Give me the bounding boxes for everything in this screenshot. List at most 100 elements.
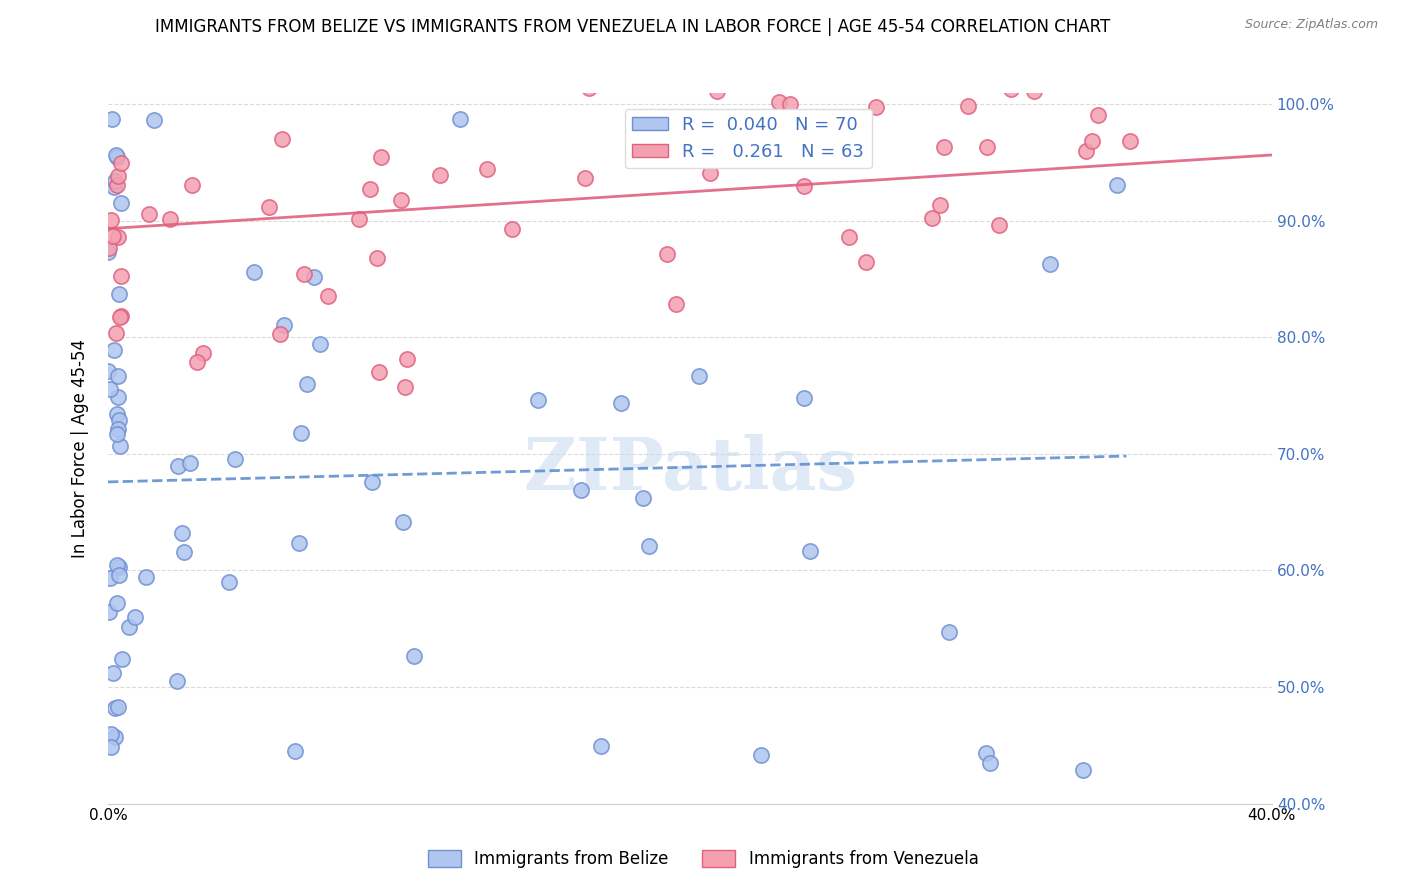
Immigrants from Belize: [100, 740, 122, 755]
Immigrants from Venezuela: [501, 221, 523, 235]
Immigrants from Venezuela: [110, 156, 132, 170]
Immigrants from Venezuela: [699, 166, 721, 180]
Immigrants from Belize: [284, 744, 307, 758]
Immigrants from Venezuela: [108, 310, 131, 324]
Y-axis label: In Labor Force | Age 45-54: In Labor Force | Age 45-54: [72, 339, 89, 558]
Immigrants from Belize: [404, 648, 426, 663]
Text: Source: ZipAtlas.com: Source: ZipAtlas.com: [1244, 18, 1378, 31]
Immigrants from Belize: [290, 426, 312, 441]
Immigrants from Belize: [108, 412, 131, 426]
Immigrants from Venezuela: [779, 97, 801, 112]
Immigrants from Belize: [631, 491, 654, 505]
Immigrants from Venezuela: [396, 351, 419, 366]
Immigrants from Venezuela: [107, 169, 129, 183]
Immigrants from Belize: [103, 665, 125, 680]
Immigrants from Venezuela: [107, 230, 129, 244]
Immigrants from Venezuela: [270, 132, 292, 146]
Immigrants from Belize: [105, 407, 128, 421]
Immigrants from Venezuela: [318, 289, 340, 303]
Text: ZIPatlas: ZIPatlas: [523, 434, 858, 505]
Immigrants from Belize: [449, 112, 471, 127]
Immigrants from Belize: [118, 620, 141, 634]
Immigrants from Belize: [143, 112, 166, 127]
Immigrants from Venezuela: [366, 251, 388, 265]
Immigrants from Belize: [110, 196, 132, 211]
Immigrants from Venezuela: [180, 178, 202, 192]
Immigrants from Belize: [135, 570, 157, 584]
Immigrants from Belize: [105, 150, 128, 164]
Immigrants from Belize: [589, 739, 612, 754]
Immigrants from Belize: [97, 364, 120, 378]
Immigrants from Belize: [242, 264, 264, 278]
Immigrants from Belize: [308, 337, 330, 351]
Immigrants from Belize: [302, 269, 325, 284]
Immigrants from Belize: [392, 516, 415, 530]
Immigrants from Venezuela: [657, 247, 679, 261]
Legend: Immigrants from Belize, Immigrants from Venezuela: Immigrants from Belize, Immigrants from …: [420, 843, 986, 875]
Immigrants from Venezuela: [1022, 84, 1045, 98]
Immigrants from Belize: [173, 545, 195, 559]
Immigrants from Belize: [172, 526, 194, 541]
Immigrants from Venezuela: [976, 139, 998, 153]
Immigrants from Belize: [287, 536, 309, 550]
Immigrants from Venezuela: [138, 207, 160, 221]
Immigrants from Venezuela: [578, 80, 600, 95]
Immigrants from Venezuela: [921, 211, 943, 225]
Immigrants from Belize: [100, 727, 122, 741]
Immigrants from Belize: [103, 343, 125, 357]
Immigrants from Belize: [107, 390, 129, 404]
Immigrants from Venezuela: [191, 346, 214, 360]
Immigrants from Venezuela: [987, 218, 1010, 232]
Immigrants from Belize: [166, 673, 188, 688]
Immigrants from Belize: [104, 701, 127, 715]
Immigrants from Belize: [979, 756, 1001, 771]
Immigrants from Venezuela: [269, 327, 291, 342]
Immigrants from Belize: [108, 560, 131, 574]
Immigrants from Belize: [104, 730, 127, 744]
Immigrants from Belize: [101, 112, 124, 126]
Immigrants from Belize: [638, 539, 661, 553]
Immigrants from Belize: [527, 392, 550, 407]
Immigrants from Venezuela: [956, 99, 979, 113]
Immigrants from Belize: [105, 426, 128, 441]
Immigrants from Belize: [793, 391, 815, 405]
Immigrants from Venezuela: [477, 162, 499, 177]
Immigrants from Venezuela: [973, 74, 995, 88]
Immigrants from Venezuela: [1080, 134, 1102, 148]
Immigrants from Venezuela: [1101, 74, 1123, 88]
Immigrants from Venezuela: [347, 212, 370, 227]
Immigrants from Belize: [104, 174, 127, 188]
Immigrants from Belize: [938, 625, 960, 640]
Immigrants from Venezuela: [103, 228, 125, 243]
Immigrants from Venezuela: [429, 168, 451, 182]
Legend: R =  0.040   N = 70, R =   0.261   N = 63: R = 0.040 N = 70, R = 0.261 N = 63: [624, 109, 872, 169]
Immigrants from Venezuela: [100, 212, 122, 227]
Immigrants from Belize: [273, 318, 295, 332]
Immigrants from Belize: [100, 571, 122, 585]
Immigrants from Belize: [107, 558, 129, 573]
Immigrants from Belize: [218, 575, 240, 590]
Immigrants from Belize: [103, 179, 125, 194]
Immigrants from Belize: [107, 369, 129, 384]
Immigrants from Venezuela: [574, 170, 596, 185]
Immigrants from Venezuela: [1000, 82, 1022, 96]
Immigrants from Venezuela: [97, 241, 120, 255]
Immigrants from Venezuela: [104, 326, 127, 341]
Immigrants from Venezuela: [706, 84, 728, 98]
Immigrants from Belize: [167, 459, 190, 474]
Immigrants from Venezuela: [838, 230, 860, 244]
Immigrants from Venezuela: [768, 95, 790, 110]
Immigrants from Venezuela: [665, 297, 688, 311]
Text: IMMIGRANTS FROM BELIZE VS IMMIGRANTS FROM VENEZUELA IN LABOR FORCE | AGE 45-54 C: IMMIGRANTS FROM BELIZE VS IMMIGRANTS FRO…: [155, 18, 1111, 36]
Immigrants from Belize: [108, 439, 131, 453]
Immigrants from Belize: [974, 746, 997, 760]
Immigrants from Belize: [98, 605, 121, 619]
Immigrants from Venezuela: [855, 255, 877, 269]
Immigrants from Belize: [98, 383, 121, 397]
Immigrants from Belize: [97, 244, 120, 259]
Immigrants from Belize: [104, 147, 127, 161]
Immigrants from Venezuela: [186, 354, 208, 368]
Immigrants from Belize: [179, 456, 201, 470]
Immigrants from Venezuela: [394, 379, 416, 393]
Immigrants from Venezuela: [105, 178, 128, 192]
